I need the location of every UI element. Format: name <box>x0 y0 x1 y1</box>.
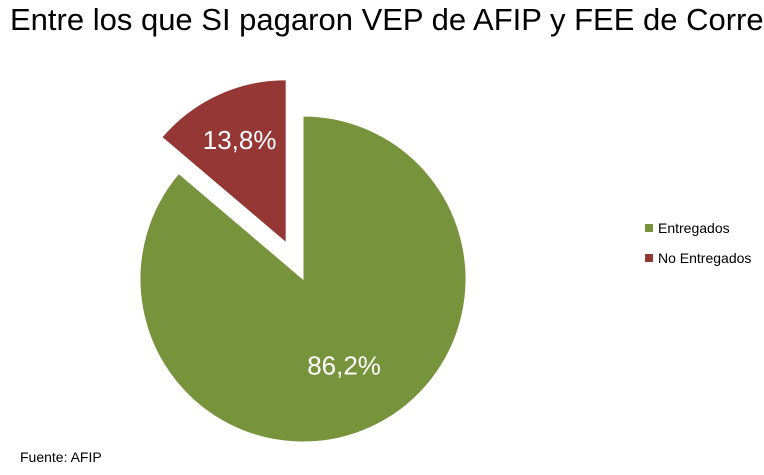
chart-legend: Entregados No Entregados <box>645 218 751 278</box>
pie-label-entregados: 86,2% <box>307 351 381 381</box>
pie-label-no-entregados: 13,8% <box>203 125 277 155</box>
chart-source: Fuente: AFIP <box>20 449 102 465</box>
legend-label-no-entregados: No Entregados <box>658 250 752 266</box>
pie-slices <box>139 79 467 443</box>
pie-labels: 86,2% 13,8% <box>203 125 381 381</box>
legend-item-no-entregados: No Entregados <box>645 248 751 268</box>
legend-item-entregados: Entregados <box>645 218 751 238</box>
legend-swatch-no-entregados <box>645 254 653 262</box>
legend-label-entregados: Entregados <box>658 220 730 236</box>
chart-title: Entre los que SI pagaron VEP de AFIP y F… <box>10 2 764 37</box>
pie-slice-no-entregados <box>161 79 287 244</box>
legend-swatch-entregados <box>645 224 653 232</box>
pie-slice-entregados <box>139 115 467 443</box>
